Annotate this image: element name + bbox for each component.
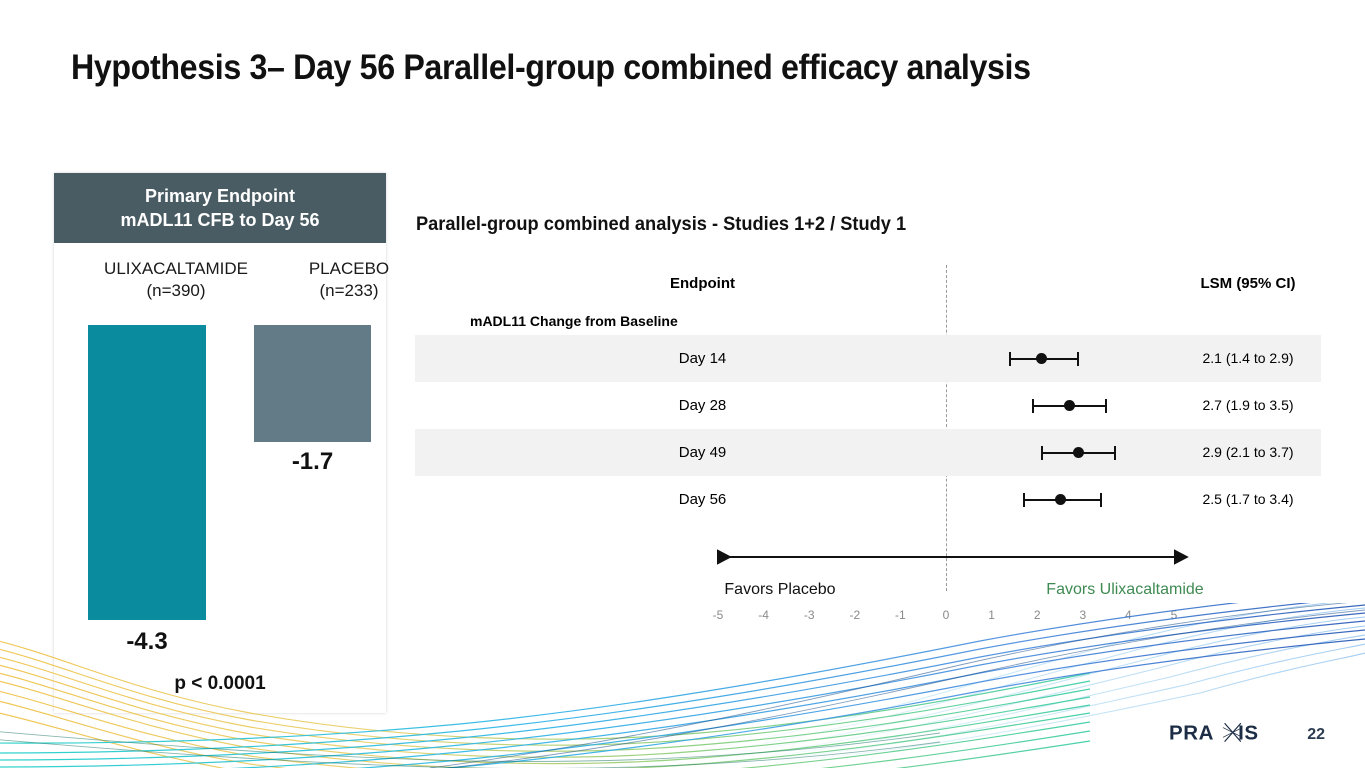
forest-row-lsm-value: 2.9 (2.1 to 3.7)	[1202, 444, 1294, 460]
arm-n-placebo: (n=233)	[319, 281, 379, 301]
ci-point-estimate	[1072, 447, 1084, 458]
ci-point-estimate	[1054, 494, 1066, 505]
axis-tick-label: -5	[712, 608, 724, 622]
axis-tick-label: 3	[1079, 608, 1087, 622]
arm-name-placebo: PLACEBO	[308, 259, 390, 278]
ci-cap-upper	[1113, 446, 1116, 460]
arm-n-ulixacaltamide: (n=390)	[146, 281, 206, 301]
arm-label-placebo: PLACEBO (n=233)	[269, 258, 429, 302]
zero-reference-line	[946, 265, 947, 591]
bar-value-placebo: -1.7	[291, 448, 334, 475]
forest-row: Day 28 2.7 (1.9 to 3.5)	[415, 382, 1321, 429]
p-value-label: p < 0.0001	[174, 673, 266, 694]
primary-endpoint-card-header: Primary Endpoint mADL11 CFB to Day 56	[54, 173, 386, 243]
ci-cap-upper	[1100, 493, 1103, 507]
ci-cap-lower	[1008, 352, 1011, 366]
forest-row-label: Day 56	[678, 491, 727, 508]
forest-row: Day 56 2.5 (1.7 to 3.4)	[415, 476, 1321, 523]
axis-tick-label: -2	[849, 608, 861, 622]
card-header-line-1: Primary Endpoint	[144, 185, 296, 206]
praxis-logo-icon: PRA IS	[1169, 721, 1258, 744]
bar-value-ulixacaltamide: -4.3	[126, 628, 168, 655]
forest-plot: Endpoint LSM (95% CI) mADL11 Change from…	[415, 265, 1321, 622]
axis-tick-label: 4	[1125, 608, 1132, 622]
arm-name-ulixacaltamide: ULIXACALTAMIDE	[104, 259, 248, 278]
favors-placebo-label: Favors Placebo	[724, 581, 836, 598]
svg-text:PRA: PRA	[1169, 721, 1214, 744]
column-header-endpoint: Endpoint	[670, 275, 735, 292]
ci-cap-upper	[1077, 352, 1080, 366]
forest-row-lsm-value: 2.7 (1.9 to 3.5)	[1202, 397, 1294, 413]
forest-plot-subtitle: Parallel-group combined analysis - Studi…	[416, 214, 907, 235]
axis-tick-label: 1	[988, 608, 995, 622]
forest-row-label: Day 14	[678, 350, 727, 367]
forest-row-lsm-value: 2.5 (1.7 to 3.4)	[1202, 491, 1294, 507]
svg-text:IS: IS	[1238, 721, 1258, 744]
forest-row-lsm-value: 2.1 (1.4 to 2.9)	[1202, 350, 1294, 366]
ci-cap-lower	[1022, 493, 1025, 507]
slide-page-number: 22	[1307, 726, 1325, 743]
forest-plot-axis: Favors Placebo Favors Ulixacaltamide -5 -…	[415, 545, 1321, 622]
ci-cap-upper	[1104, 399, 1107, 413]
forest-row-label: Day 28	[678, 397, 727, 414]
card-header-line-2: mADL11 CFB to Day 56	[120, 210, 320, 230]
axis-tick-label: 2	[1033, 608, 1041, 622]
axis-tick-label: -4	[758, 608, 769, 622]
arm-label-ulixacaltamide: ULIXACALTAMIDE (n=390)	[76, 258, 276, 302]
page-title: Hypothesis 3– Day 56 Parallel-group comb…	[71, 48, 1031, 87]
bar-ulixacaltamide	[88, 325, 206, 620]
axis-tick-label: 5	[1170, 608, 1178, 622]
ci-point-estimate	[1063, 400, 1075, 411]
favors-ulixacaltamide-label: Favors Ulixacaltamide	[1046, 581, 1204, 598]
forest-row-label: Day 49	[678, 444, 727, 461]
axis-tick-label: -3	[803, 608, 815, 622]
ci-cap-lower	[1031, 399, 1034, 413]
ci-cap-lower	[1040, 446, 1043, 460]
forest-row: Day 49 2.9 (2.1 to 3.7)	[415, 429, 1321, 476]
axis-tick-label: 0	[942, 608, 950, 622]
axis-arrows-icon	[717, 549, 1189, 565]
column-header-lsm: LSM (95% CI)	[1200, 275, 1296, 292]
group-label-madl11: mADL11 Change from Baseline	[470, 313, 678, 329]
primary-endpoint-card: Primary Endpoint mADL11 CFB to Day 56 UL…	[54, 173, 389, 713]
ci-point-estimate	[1036, 353, 1048, 364]
forest-row: Day 14 2.1 (1.4 to 2.9)	[415, 335, 1321, 382]
axis-tick-label: -1	[895, 608, 906, 622]
bar-placebo	[254, 325, 371, 442]
